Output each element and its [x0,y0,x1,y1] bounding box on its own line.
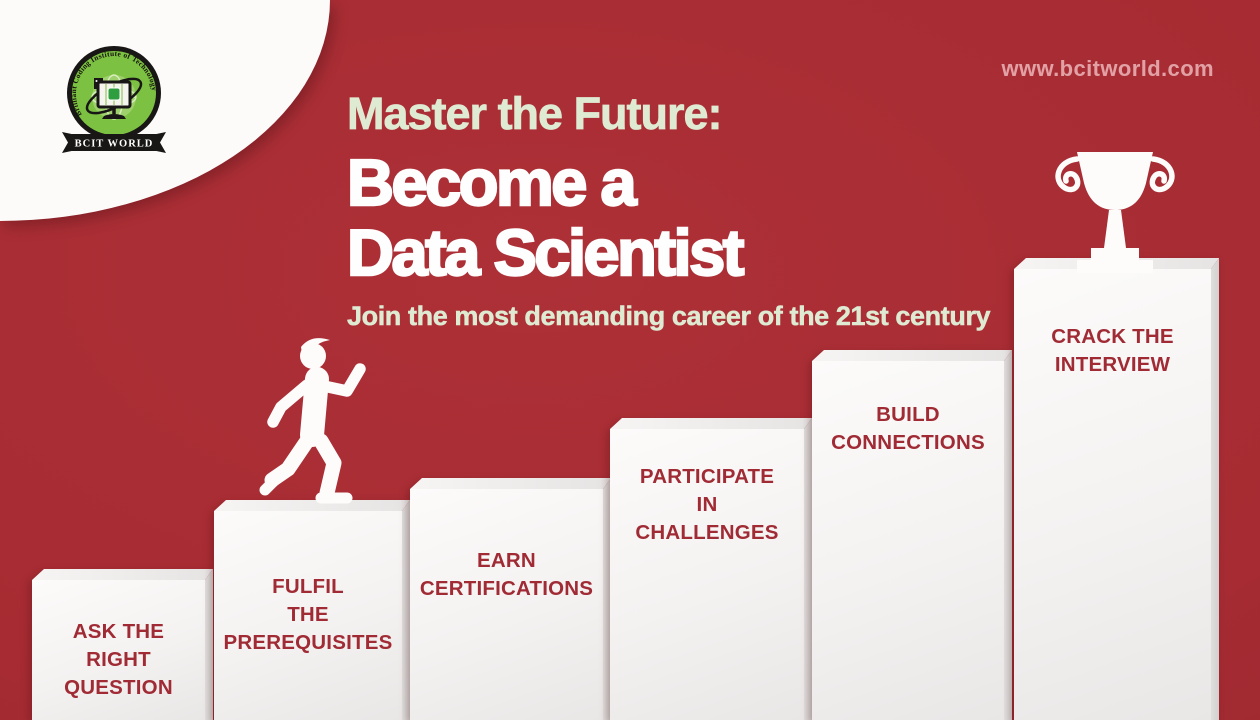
headline-title-line1: Become a [346,146,638,219]
website-url: www.bcitworld.com [1001,56,1214,81]
step-label-line: PREREQUISITES [223,631,393,654]
walking-person-icon [259,338,366,504]
headline-subtitle: Join the most demanding career of the 21… [347,301,991,332]
logo-monitor-icon [94,78,132,119]
step-label: CRACK THE INTERVIEW [1014,269,1211,379]
step-label-line: CERTIFICATIONS [419,577,594,600]
trophy-icon [1055,152,1175,273]
logo-banner-text: BCIT WORLD [75,139,154,150]
step-label: ASK THE RIGHT QUESTION [32,580,205,702]
step-label-line: RIGHT [86,648,151,671]
headline-title-line2: Data Scientist [346,216,746,289]
step-label: PARTICIPATE IN CHALLENGES [610,429,804,547]
step-label-line: QUESTION [64,676,173,699]
step-label-line: INTERVIEW [1054,353,1171,376]
step-label-line: CONNECTIONS [831,431,985,454]
step-label-line: PARTICIPATE [639,465,775,488]
step-block-3: EARN CERTIFICATIONS [410,489,603,720]
step-label: FULFIL THE PREREQUISITES [214,511,402,657]
step-label-line: ASK THE [72,620,165,643]
step-label-line: BUILD [876,403,940,426]
step-block-5: BUILD CONNECTIONS [812,361,1004,720]
step-label-line: CHALLENGES [635,521,779,544]
step-label-line: EARN [477,549,536,572]
step-label: BUILD CONNECTIONS [812,361,1004,457]
step-label-line: THE [287,603,329,626]
logo-banner: BCIT WORLD [62,132,166,153]
step-block-6: CRACK THE INTERVIEW [1014,269,1211,720]
bcit-world-logo: Brilliant Coding Institute of Technology… [62,46,166,153]
step-label-line: IN [696,493,718,516]
step-label-line: FULFIL [272,575,344,598]
step-label-line: CRACK THE [1051,325,1174,348]
step-block-4: PARTICIPATE IN CHALLENGES [610,429,804,720]
step-block-1: ASK THE RIGHT QUESTION [32,580,205,720]
step-block-2: FULFIL THE PREREQUISITES [214,511,402,720]
headline-kicker: Master the Future: [347,88,723,139]
step-label: EARN CERTIFICATIONS [410,489,603,603]
headline: Master the Future: Become a Data Scienti… [346,88,991,332]
